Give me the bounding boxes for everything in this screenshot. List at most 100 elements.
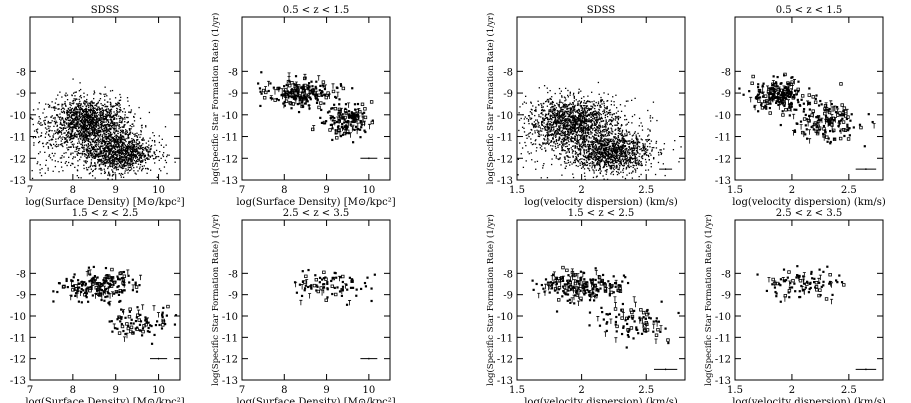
data-point	[103, 161, 105, 164]
data-point	[599, 126, 601, 128]
data-point	[105, 118, 107, 121]
data-point	[37, 141, 40, 144]
data-point	[564, 105, 566, 107]
data-point	[93, 90, 95, 92]
data-point	[107, 120, 109, 122]
data-point-open	[331, 89, 336, 94]
data-point	[76, 147, 78, 150]
data-point	[85, 105, 88, 107]
data-point	[82, 118, 84, 120]
data-point	[524, 95, 527, 98]
data-point	[554, 92, 556, 95]
data-point	[84, 121, 86, 124]
data-point	[38, 102, 40, 104]
data-point	[107, 140, 110, 143]
data-point	[350, 280, 354, 283]
data-point	[69, 101, 71, 104]
data-point	[120, 176, 122, 178]
data-point	[134, 151, 137, 153]
data-point	[94, 145, 96, 147]
data-point	[582, 114, 585, 116]
data-point	[101, 138, 104, 140]
data-point	[79, 135, 81, 137]
data-point	[283, 100, 286, 104]
data-point	[548, 123, 550, 125]
y-tick-label: -13	[10, 176, 26, 187]
data-point	[101, 140, 104, 142]
data-point	[617, 118, 620, 121]
data-point	[134, 150, 136, 152]
data-point	[600, 99, 602, 101]
data-point	[133, 159, 135, 162]
data-point	[122, 148, 125, 151]
data-point	[70, 123, 72, 126]
data-point	[37, 108, 39, 110]
data-point	[565, 87, 567, 90]
data-point	[113, 158, 115, 160]
data-point-open	[324, 298, 328, 302]
data-point	[130, 155, 133, 158]
data-point	[82, 127, 84, 129]
data-point	[576, 104, 579, 106]
data-point	[515, 116, 516, 117]
data-point	[129, 163, 132, 165]
data-point	[78, 149, 80, 151]
data-point	[125, 165, 127, 167]
data-point	[555, 107, 557, 109]
data-point	[107, 129, 109, 131]
data-point	[121, 111, 124, 113]
data-point	[99, 292, 103, 295]
data-point-open	[344, 111, 348, 115]
data-point	[102, 116, 104, 118]
data-point	[69, 132, 71, 134]
data-point	[590, 120, 593, 122]
data-point	[86, 160, 88, 163]
data-point	[117, 139, 119, 142]
data-point	[79, 130, 82, 133]
data-point	[114, 144, 116, 146]
data-point	[540, 121, 543, 124]
data-point	[555, 140, 558, 143]
data-point	[104, 156, 106, 158]
data-point	[111, 147, 114, 149]
data-point	[105, 150, 108, 152]
data-point	[105, 138, 107, 140]
data-point	[78, 142, 81, 144]
data-point	[155, 157, 157, 159]
data-point	[609, 123, 611, 126]
data-point	[144, 158, 146, 160]
data-point	[55, 131, 57, 133]
data-point	[115, 144, 117, 146]
y-tick-label: -11	[222, 133, 238, 144]
data-point	[88, 280, 91, 283]
data-point	[116, 150, 118, 152]
data-point	[108, 147, 110, 149]
data-point	[42, 112, 44, 114]
data-point	[125, 152, 128, 154]
data-point	[605, 128, 607, 130]
data-point	[60, 111, 63, 113]
data-point	[583, 100, 586, 102]
data-point	[112, 121, 114, 123]
data-point	[144, 316, 147, 319]
x-axis-label: log(Surface Density) [M⊙/kpc²]	[25, 197, 184, 208]
data-point	[345, 126, 349, 129]
data-point	[148, 330, 151, 334]
data-point	[92, 118, 94, 121]
data-point	[616, 124, 618, 126]
data-point	[328, 110, 331, 113]
data-point	[111, 145, 113, 147]
data-point	[118, 102, 121, 105]
data-point	[295, 291, 299, 294]
data-point	[350, 116, 353, 119]
data-point	[325, 120, 328, 123]
data-point	[66, 285, 69, 289]
data-point-open	[363, 107, 367, 111]
data-point	[134, 156, 136, 158]
data-point	[107, 150, 109, 152]
data-point	[599, 106, 601, 108]
data-point	[48, 155, 50, 157]
data-point	[68, 126, 70, 128]
data-point	[553, 106, 555, 108]
data-point	[558, 105, 560, 108]
